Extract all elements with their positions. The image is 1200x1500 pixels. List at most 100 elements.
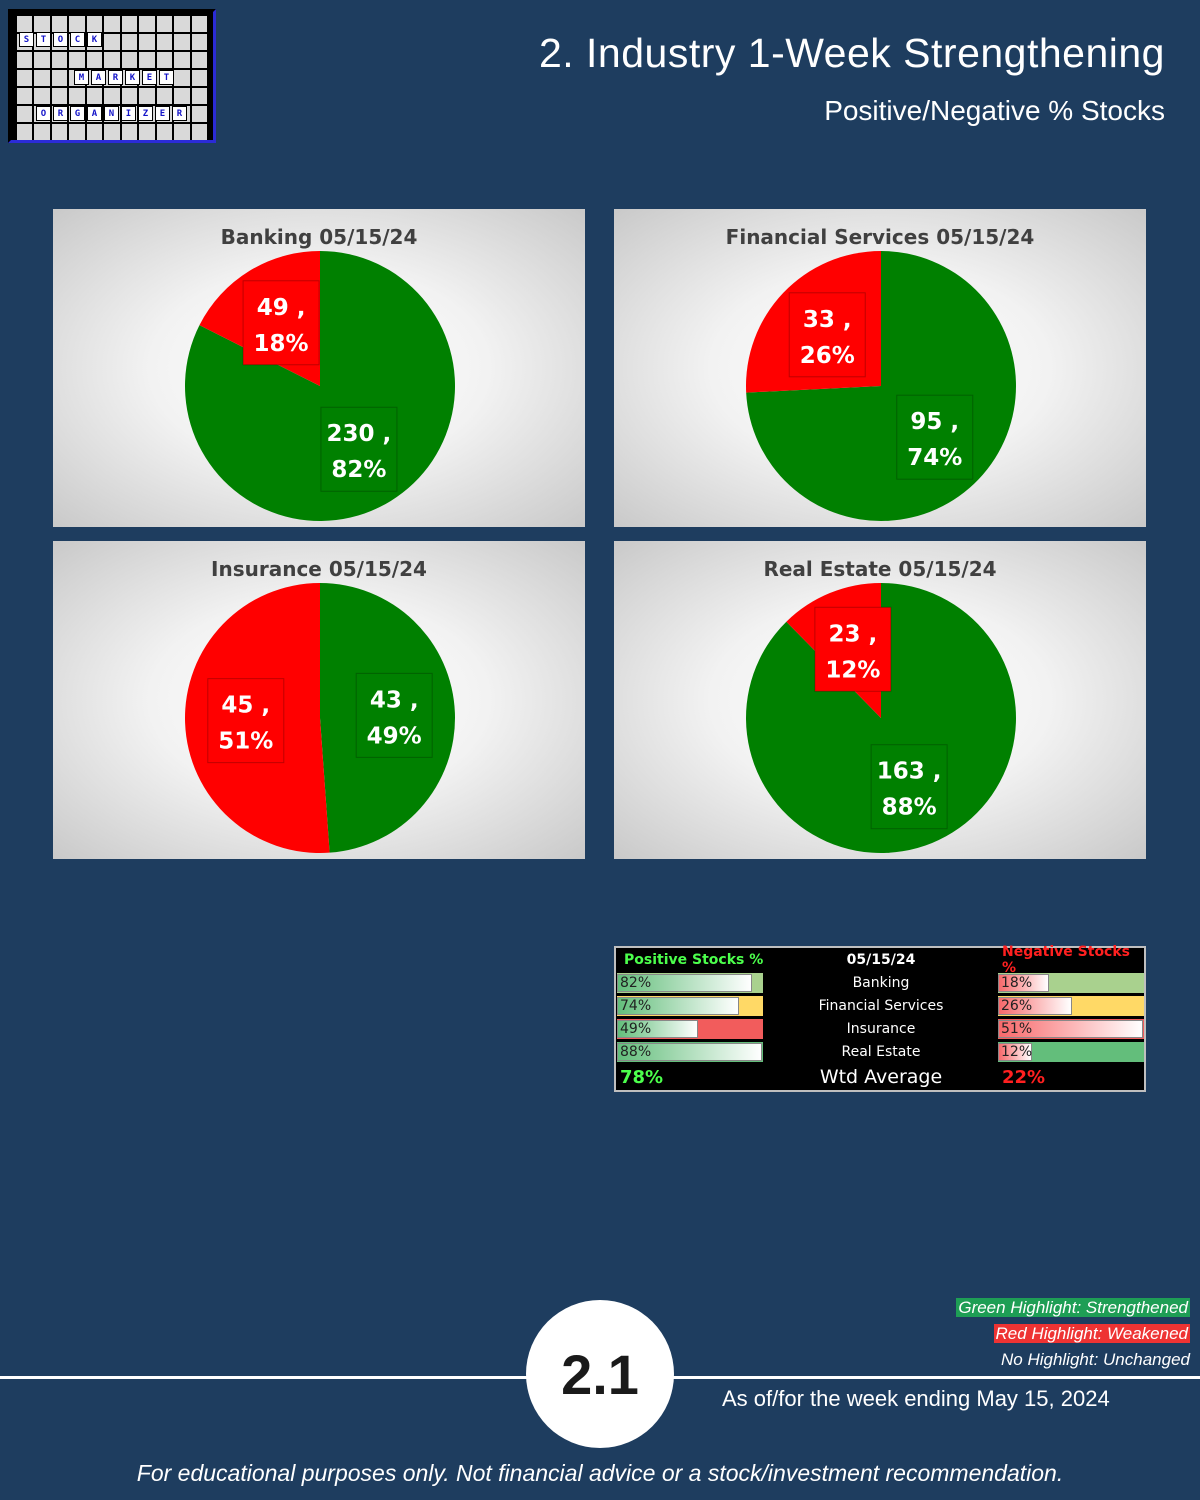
- chart-title: Financial Services 05/15/24: [725, 225, 1035, 249]
- pie-svg-financial-services: 95 , 74% 33 , 26%: [746, 251, 1016, 521]
- chart-title: Banking 05/15/24: [220, 225, 418, 249]
- pie-label-positive: 49%: [367, 723, 422, 749]
- negative-value: 51%: [1001, 1021, 1033, 1037]
- footer-divider-left: [0, 1376, 530, 1379]
- positive-bar: [617, 974, 752, 992]
- logo-letter: K: [87, 32, 102, 47]
- pie-label-box: [814, 606, 892, 692]
- disclaimer: For educational purposes only. Not finan…: [136, 1460, 1064, 1486]
- chart-title: Insurance 05/15/24: [211, 557, 427, 581]
- pie-svg-real-estate: 163 , 88% 23 , 12%: [746, 583, 1016, 853]
- positive-value: 49%: [620, 1021, 652, 1037]
- summary-row: 74% Financial Services 26%: [616, 995, 1144, 1017]
- industry-name: Banking: [852, 975, 910, 991]
- industry-name: Financial Services: [818, 998, 944, 1014]
- pie-label-box: [788, 292, 866, 378]
- logo-letter: S: [19, 32, 34, 47]
- footer-divider-right: [670, 1376, 1200, 1379]
- positive-bar: [617, 1020, 698, 1038]
- pie-label-negative: 49 ,: [257, 295, 306, 321]
- pie-label-box: [896, 394, 974, 480]
- legend-none: No Highlight: Unchanged: [1001, 1350, 1190, 1370]
- legend-green: Green Highlight: Strengthened: [956, 1298, 1190, 1318]
- logo-letter: O: [53, 32, 68, 47]
- pie-chart-banking: Banking 05/15/24 230 , 82% 49 , 18%: [53, 209, 585, 527]
- pie-label-box: [870, 744, 948, 830]
- negative-highlight: [998, 1042, 1144, 1062]
- positive-bar: [617, 1043, 762, 1061]
- pie-chart-insurance: Insurance 05/15/24 43 , 49% 45 , 51%: [53, 541, 585, 859]
- avg-label: Wtd Average: [819, 1066, 943, 1088]
- pie-label-box: [320, 406, 398, 492]
- legend-red-text: Red Highlight: Weakened: [993, 1324, 1190, 1343]
- pie-label-box: [207, 678, 285, 764]
- pie-label-negative: 12%: [825, 657, 880, 683]
- logo-letter: N: [104, 106, 119, 121]
- negative-value: 12%: [1001, 1044, 1033, 1060]
- pie-chart-real-estate: Real Estate 05/15/24 163 , 88% 23 , 12%: [614, 541, 1146, 859]
- logo-letter: T: [36, 32, 51, 47]
- industry-name: Insurance: [846, 1021, 916, 1037]
- pie-svg-banking: 230 , 82% 49 , 18%: [184, 251, 455, 521]
- chart-title: Real Estate 05/15/24: [763, 557, 997, 581]
- negative-bar: [998, 1020, 1143, 1038]
- as-of-date: As of/for the week ending May 15, 2024: [722, 1386, 1110, 1411]
- negative-bar: [998, 1043, 1032, 1061]
- pie-svg-insurance: 43 , 49% 45 , 51%: [185, 583, 456, 853]
- page-number-badge: 2.1: [526, 1300, 674, 1448]
- logo-letter: R: [172, 106, 187, 121]
- pie-chart-financial-services: Financial Services 05/15/24 95 , 74% 33 , 2…: [614, 209, 1146, 527]
- summary-row: 82% Banking 18%: [616, 972, 1144, 994]
- logo-letter: C: [70, 32, 85, 47]
- logo-letter: E: [155, 106, 170, 121]
- negative-value: 18%: [1001, 975, 1033, 991]
- summary-row: 88% Real Estate 12%: [616, 1041, 1144, 1063]
- pie-label-positive: 74%: [907, 445, 962, 471]
- logo-letter: K: [125, 70, 140, 85]
- negative-bar: [998, 997, 1072, 1015]
- pie-label-positive: 95 ,: [910, 409, 959, 435]
- positive-value: 82%: [620, 975, 652, 991]
- pie-label-box: [242, 280, 320, 366]
- logo-letter: A: [91, 70, 106, 85]
- negative-value: 26%: [1001, 998, 1033, 1014]
- avg-positive: 78%: [620, 1066, 664, 1088]
- pie-label-positive: 230 ,: [327, 421, 392, 447]
- pie-label-box: [355, 672, 433, 758]
- logo-letter: M: [74, 70, 89, 85]
- pie-label-negative: 18%: [254, 331, 309, 357]
- date-header: 05/15/24: [846, 952, 916, 968]
- pie-label-negative: 45 ,: [221, 693, 270, 719]
- pie-label-positive: 82%: [331, 457, 386, 483]
- pie-label-negative: 26%: [800, 343, 855, 369]
- positive-header: Positive Stocks %: [624, 952, 764, 968]
- logo-letter: I: [121, 106, 136, 121]
- legend-red: Red Highlight: Weakened: [993, 1324, 1190, 1344]
- logo-letter: E: [142, 70, 157, 85]
- positive-value: 88%: [620, 1044, 652, 1060]
- logo-letter: Z: [138, 106, 153, 121]
- pie-label-positive: 43 ,: [370, 687, 419, 713]
- positive-bar: [617, 997, 739, 1015]
- logo-letter: R: [53, 106, 68, 121]
- summary-header-row: Positive Stocks % 05/15/24 Negative Stoc…: [616, 944, 1144, 976]
- summary-row: 49% Insurance 51%: [616, 1018, 1144, 1040]
- negative-bar: [998, 974, 1049, 992]
- avg-negative: 22%: [1002, 1066, 1046, 1088]
- logo-letter: O: [36, 106, 51, 121]
- logo-letter: T: [159, 70, 174, 85]
- industry-name: Real Estate: [841, 1044, 921, 1060]
- pie-label-positive: 88%: [882, 795, 937, 821]
- logo-letter: R: [108, 70, 123, 85]
- pie-label-negative: 51%: [218, 729, 273, 755]
- negative-header: Negative Stocks %: [1002, 944, 1131, 976]
- pie-label-negative: 23 ,: [828, 621, 877, 647]
- positive-value: 74%: [620, 998, 652, 1014]
- page-subtitle: Positive/Negative % Stocks: [824, 95, 1165, 126]
- pie-label-negative: 33 ,: [803, 307, 852, 333]
- page-title: 2. Industry 1-Week Strengthening: [538, 30, 1165, 76]
